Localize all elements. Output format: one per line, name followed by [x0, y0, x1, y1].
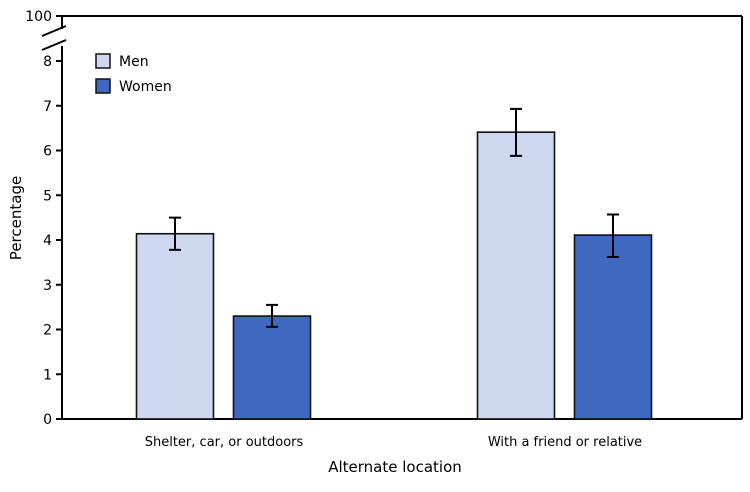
bar-women	[232, 315, 312, 420]
y-axis-label: Percentage	[7, 176, 25, 260]
legend-swatch-women	[95, 78, 111, 94]
y-tick-label: 0	[43, 412, 52, 428]
y-tick-label: 8	[43, 54, 52, 70]
legend-swatch-men	[95, 53, 111, 69]
bar-men	[476, 131, 556, 420]
x-tick-label: Shelter, car, or outdoors	[145, 435, 304, 450]
legend-label-women: Women	[119, 79, 172, 95]
y-tick-label: 3	[43, 278, 52, 294]
x-tick-label: With a friend or relative	[488, 435, 642, 450]
y-tick-label: 6	[43, 144, 52, 160]
y-tick-label: 4	[43, 233, 52, 249]
axis-break-mark	[41, 25, 67, 37]
y-tick-label: 5	[43, 188, 52, 204]
bar-women	[573, 234, 653, 420]
axis-break-mark	[41, 39, 67, 51]
bars	[135, 107, 653, 420]
legend: Men Women	[95, 53, 172, 95]
x-axis-label: Alternate location	[328, 458, 462, 476]
y-tick-label: 7	[43, 99, 52, 115]
y-tick-label: 1	[43, 367, 52, 383]
y-tick-label: 100	[25, 9, 52, 25]
y-tick-label: 2	[43, 323, 52, 339]
bar-men	[135, 232, 215, 420]
legend-label-men: Men	[119, 54, 149, 70]
